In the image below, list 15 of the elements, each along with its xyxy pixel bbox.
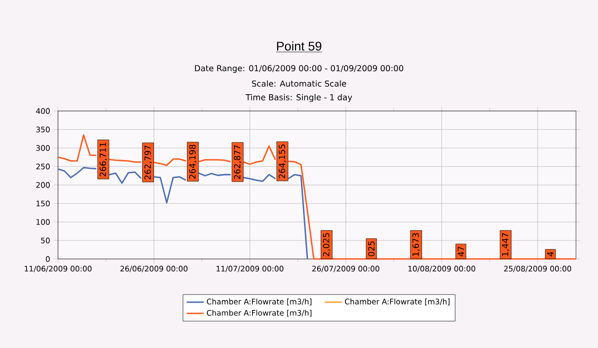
annotation: 262,877: [234, 145, 242, 179]
annotation: 1,447: [502, 233, 510, 256]
chart-subtitle: Date Range: 01/06/2009 00:00 - 01/09/2009 00:00: [195, 65, 404, 73]
chart-title: Point 59: [277, 41, 322, 51]
annotation: 1,673: [412, 233, 420, 256]
text: Time Basis: Single - 1 day: [246, 94, 352, 102]
annotation: 262,797: [144, 146, 152, 180]
annotation: 2,025: [322, 233, 330, 256]
annotation: 264,155: [278, 144, 286, 178]
annotation: 264,198: [189, 144, 196, 179]
text: Scale: Automatic Scale: [252, 80, 346, 87]
annotation: 025: [368, 241, 375, 256]
annotation: 266,711: [100, 142, 107, 176]
annotation: 4: [547, 252, 554, 256]
annotation: 47: [458, 246, 464, 256]
